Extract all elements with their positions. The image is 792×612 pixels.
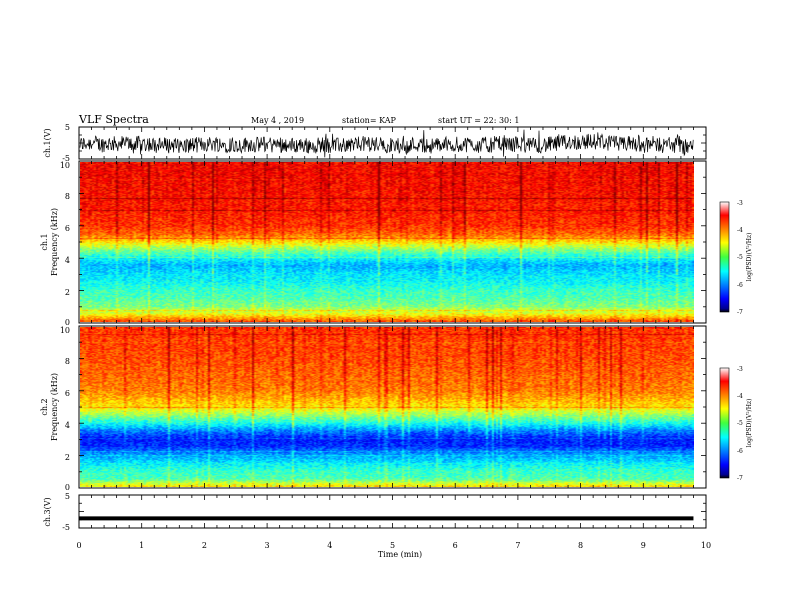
colorbar-2-tick-m5: -5	[737, 420, 743, 427]
spec2-ytick-0: 0	[65, 483, 70, 492]
x-axis-label: Time (min)	[378, 550, 422, 559]
x-tick-label: 1	[139, 541, 144, 550]
start-time-label: start UT = 22: 30: 1	[438, 116, 519, 125]
colorbar-2-tick-m7: -7	[737, 475, 743, 482]
spec2-ytick-10: 10	[60, 326, 70, 335]
axis-ticks	[78, 126, 707, 529]
ch3-ylabel: ch.3(V)	[43, 497, 52, 526]
x-tick-label: 4	[327, 541, 332, 550]
x-tick-label: 8	[578, 541, 583, 550]
colorbar-2	[719, 367, 730, 479]
spec2-ytick-8: 8	[65, 357, 70, 366]
figure-title: VLF Spectra	[78, 113, 149, 126]
colorbar-1-label: log(PSD)(V²/Hz)	[746, 233, 753, 282]
spec2-ylabel-frequency: Frequency (kHz)	[50, 373, 59, 441]
colorbar-1-tick-m5: -5	[737, 254, 743, 261]
spec2-ytick-4: 4	[65, 421, 70, 430]
ch1-ytick-top: 5	[65, 123, 70, 132]
colorbar-1-tick-m3: -3	[737, 200, 743, 207]
x-tick-label: 2	[202, 541, 207, 550]
x-tick-label: 5	[390, 541, 395, 550]
spec1-ytick-6: 6	[65, 224, 70, 233]
colorbar-1-tick-m4: -4	[737, 227, 743, 234]
x-tick-label: 10	[701, 541, 711, 550]
x-tick-label: 3	[265, 541, 270, 550]
colorbar-2-tick-m4: -4	[737, 393, 743, 400]
ch3-ytick-bottom: -5	[62, 523, 70, 532]
colorbar-1-tick-m7: -7	[737, 309, 743, 316]
station-label: station= KAP	[342, 116, 397, 125]
spec1-ytick-10: 10	[60, 161, 70, 170]
colorbar-2-tick-m3: -3	[737, 366, 743, 373]
spec1-ylabel-channel: ch.1	[40, 233, 49, 250]
ch2-spectrogram	[80, 327, 694, 487]
ch1-waveform-line	[79, 129, 694, 158]
spec1-ytick-0: 0	[65, 318, 70, 327]
colorbar-1	[719, 201, 730, 313]
colorbar-2-tick-m6: -6	[737, 448, 743, 455]
ch1-ytick-bottom: -5	[62, 154, 70, 163]
spec2-ylabel-channel: ch.2	[40, 398, 49, 415]
spec1-ytick-2: 2	[65, 288, 70, 297]
date-label: May 4 , 2019	[251, 116, 304, 125]
x-tick-label: 0	[76, 541, 81, 550]
ch3-ytick-top: 5	[65, 492, 70, 501]
spec1-ytick-4: 4	[65, 256, 70, 265]
spec1-ylabel-frequency: Frequency (kHz)	[50, 208, 59, 276]
x-tick-label: 7	[515, 541, 520, 550]
ch1-spectrogram	[80, 162, 694, 322]
x-tick-label: 6	[453, 541, 458, 550]
colorbar-1-tick-m6: -6	[737, 282, 743, 289]
spec2-ytick-6: 6	[65, 389, 70, 398]
x-tick-label: 9	[641, 541, 646, 550]
spec2-ytick-2: 2	[65, 453, 70, 462]
ch1-ylabel: ch.1(V)	[43, 128, 52, 157]
spec1-ytick-8: 8	[65, 192, 70, 201]
colorbar-2-label: log(PSD)(V²/Hz)	[746, 399, 753, 448]
